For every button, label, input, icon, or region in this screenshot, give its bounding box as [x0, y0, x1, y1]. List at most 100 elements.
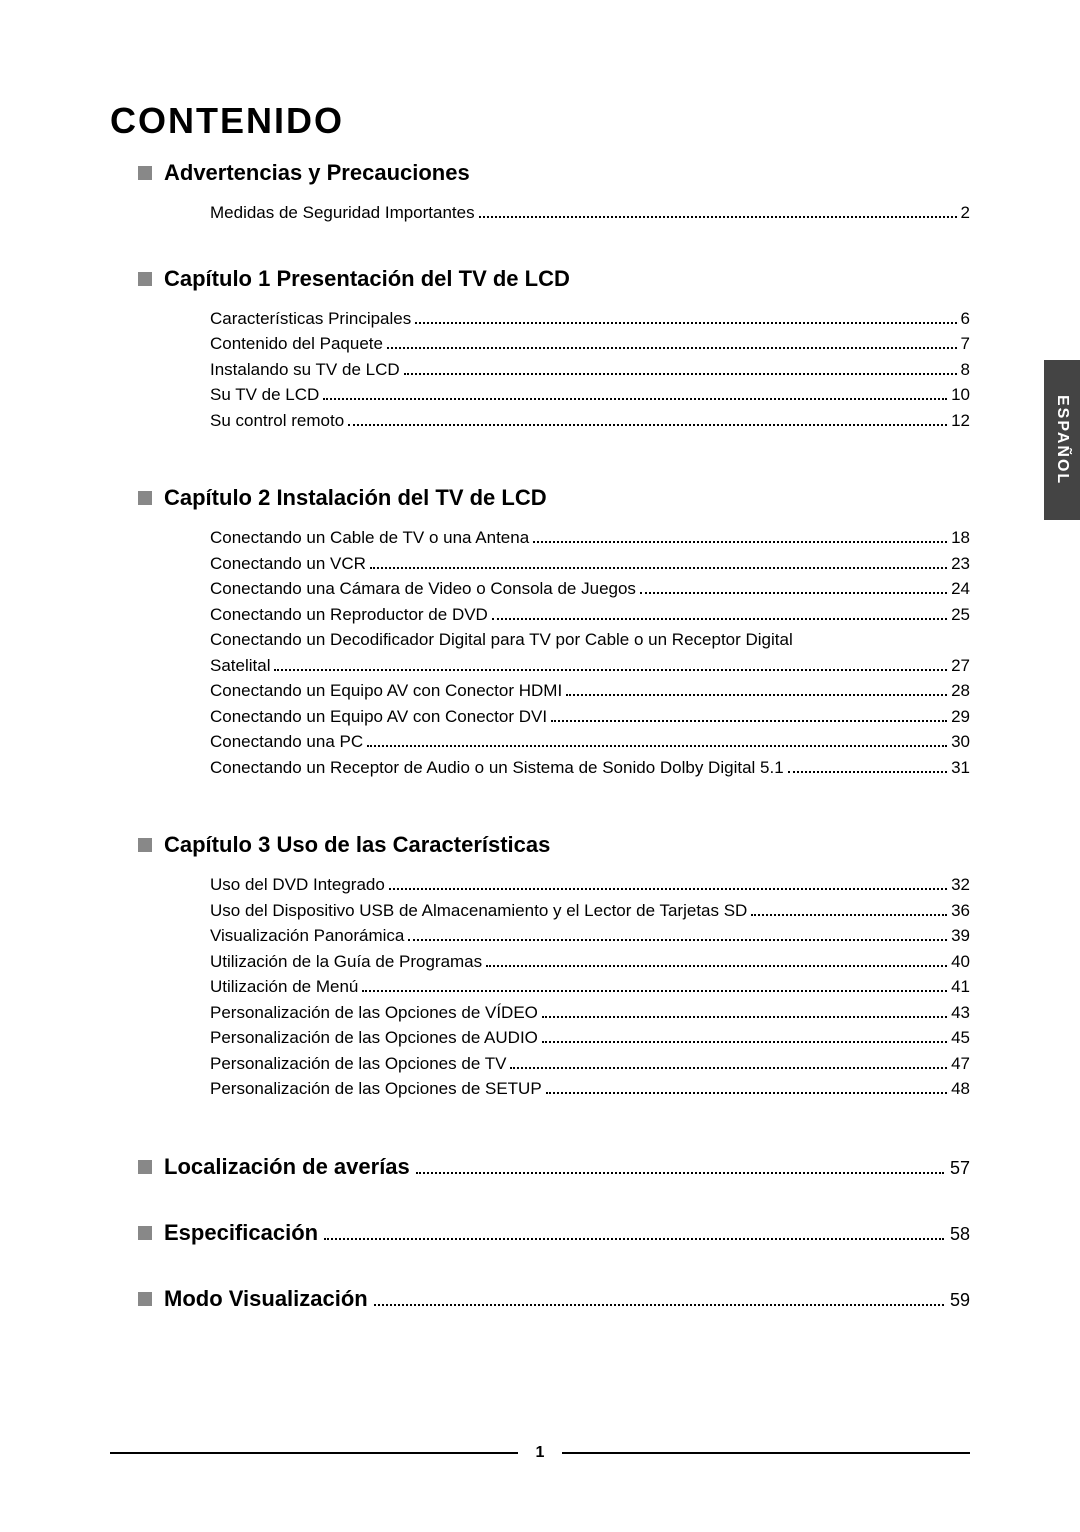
- leader-dots: [640, 592, 947, 594]
- toc-entry-label: Personalización de las Opciones de VÍDEO: [210, 1000, 538, 1026]
- toc-entry: Conectando un Decodificador Digital para…: [210, 627, 970, 678]
- toc-entry-label: Personalización de las Opciones de SETUP: [210, 1076, 542, 1102]
- leader-dots: [510, 1067, 947, 1069]
- toc-entry: Conectando una Cámara de Video o Consola…: [210, 576, 970, 602]
- toc-entry-page: 39: [951, 923, 970, 949]
- toc-entry-label: Conectando un Decodificador Digital para…: [210, 627, 970, 653]
- square-bullet-icon: [138, 272, 152, 286]
- leader-dots: [479, 216, 957, 218]
- square-bullet-icon: [138, 491, 152, 505]
- leader-dots: [566, 694, 947, 696]
- toc-entry-page: 47: [951, 1051, 970, 1077]
- toc-entry: Utilización de la Guía de Programas40: [210, 949, 970, 975]
- toc-entry-label: Características Principales: [210, 306, 411, 332]
- language-tab: ESPAÑOL: [1044, 360, 1080, 520]
- leader-dots: [367, 745, 947, 747]
- toc-entry: Contenido del Paquete 7: [210, 331, 970, 357]
- toc-entry-page: 10: [951, 382, 970, 408]
- toc-entry-label: Su control remoto: [210, 408, 344, 434]
- leader-dots: [486, 965, 947, 967]
- toc-entry: Su control remoto 12: [210, 408, 970, 434]
- toc-entry: Uso del Dispositivo USB de Almacenamient…: [210, 898, 970, 924]
- section-header: Capítulo 1 Presentación del TV de LCD: [138, 266, 970, 292]
- toc-list: Características Principales 6 Contenido d…: [210, 306, 970, 434]
- leader-dots: [370, 567, 947, 569]
- leader-dots: [323, 398, 947, 400]
- square-bullet-icon: [138, 166, 152, 180]
- toc-entry-label: Instalando su TV de LCD: [210, 357, 400, 383]
- section-header: Localización de averías 57: [138, 1154, 970, 1180]
- toc-list: Conectando un Cable de TV o una Antena18…: [210, 525, 970, 780]
- leader-dots: [546, 1092, 947, 1094]
- leader-dots: [551, 720, 947, 722]
- toc-entry-label: Utilización de la Guía de Programas: [210, 949, 482, 975]
- toc-entry-page: 12: [951, 408, 970, 434]
- toc-entry: Utilización de Menú 41: [210, 974, 970, 1000]
- toc-entry-label: Uso del Dispositivo USB de Almacenamient…: [210, 898, 747, 924]
- footer-rule-left: [110, 1452, 518, 1454]
- leader-dots: [274, 669, 947, 671]
- square-bullet-icon: [138, 1226, 152, 1240]
- leader-dots: [492, 618, 947, 620]
- toc-entry-label: Conectando un Equipo AV con Conector DVI: [210, 704, 547, 730]
- leader-dots: [542, 1041, 947, 1043]
- toc-entry-label: Conectando un Cable de TV o una Antena: [210, 525, 529, 551]
- leader-dots: [416, 1172, 944, 1174]
- toc-entry-page: 2: [961, 200, 970, 226]
- toc-entry-page: 23: [951, 551, 970, 577]
- toc-entry-label: Uso del DVD Integrado: [210, 872, 385, 898]
- section-header: Especificación 58: [138, 1220, 970, 1246]
- toc-entry: Conectando un VCR23: [210, 551, 970, 577]
- toc-entry: Conectando un Equipo AV con Conector DVI…: [210, 704, 970, 730]
- square-bullet-icon: [138, 1160, 152, 1174]
- toc-entry-label-cont: Satelital: [210, 653, 270, 679]
- leader-dots: [404, 373, 957, 375]
- leader-dots: [533, 541, 947, 543]
- toc-entry-label: Personalización de las Opciones de AUDIO: [210, 1025, 538, 1051]
- section-title: Capítulo 3 Uso de las Características: [164, 832, 550, 858]
- toc-entry-page: 31: [951, 755, 970, 781]
- toc-section: Advertencias y Precauciones Medidas de S…: [110, 160, 970, 226]
- leader-dots: [324, 1238, 944, 1240]
- toc-entry-label: Utilización de Menú: [210, 974, 358, 1000]
- toc-list: Medidas de Seguridad Importantes 2: [210, 200, 970, 226]
- toc-entry-page: 25: [951, 602, 970, 628]
- toc-entry: Personalización de las Opciones de AUDIO…: [210, 1025, 970, 1051]
- toc-entry: Características Principales 6: [210, 306, 970, 332]
- toc-entry-page: 43: [951, 1000, 970, 1026]
- toc-entry: Personalización de las Opciones de TV47: [210, 1051, 970, 1077]
- toc-list: Uso del DVD Integrado32 Uso del Disposit…: [210, 872, 970, 1102]
- toc-section: Especificación 58: [110, 1220, 970, 1246]
- leader-dots: [415, 322, 956, 324]
- leader-dots: [387, 347, 957, 349]
- toc-entry: Personalización de las Opciones de VÍDEO…: [210, 1000, 970, 1026]
- toc-entry-label: Conectando una PC: [210, 729, 363, 755]
- toc-entry-label: Conectando un Receptor de Audio o un Sis…: [210, 755, 784, 781]
- toc-entry-page: 7: [961, 331, 970, 357]
- toc-entry-label: Conectando un Reproductor de DVD: [210, 602, 488, 628]
- toc-entry-page: 41: [951, 974, 970, 1000]
- leader-dots: [788, 771, 947, 773]
- toc-entry: Conectando una PC 30: [210, 729, 970, 755]
- leader-dots: [408, 939, 947, 941]
- square-bullet-icon: [138, 1292, 152, 1306]
- toc-entry-page: 48: [951, 1076, 970, 1102]
- section-page: 58: [950, 1224, 970, 1245]
- toc-entry: Medidas de Seguridad Importantes 2: [210, 200, 970, 226]
- section-title: Especificación: [164, 1220, 318, 1246]
- toc-entry-page: 30: [951, 729, 970, 755]
- toc-entry-page: 29: [951, 704, 970, 730]
- section-title: Localización de averías: [164, 1154, 410, 1180]
- toc-entry-page: 28: [951, 678, 970, 704]
- toc-entry: Conectando un Reproductor de DVD 25: [210, 602, 970, 628]
- page: CONTENIDO Advertencias y Precauciones Me…: [0, 0, 1080, 1532]
- toc-entry-page: 27: [951, 653, 970, 679]
- toc-entry-label: Contenido del Paquete: [210, 331, 383, 357]
- section-header: Capítulo 3 Uso de las Características: [138, 832, 970, 858]
- toc-entry: Personalización de las Opciones de SETUP…: [210, 1076, 970, 1102]
- toc-section: Capítulo 1 Presentación del TV de LCD Ca…: [110, 266, 970, 434]
- leader-dots: [542, 1016, 947, 1018]
- toc-entry-page: 6: [961, 306, 970, 332]
- toc-entry: Instalando su TV de LCD8: [210, 357, 970, 383]
- toc-entry: Conectando un Receptor de Audio o un Sis…: [210, 755, 970, 781]
